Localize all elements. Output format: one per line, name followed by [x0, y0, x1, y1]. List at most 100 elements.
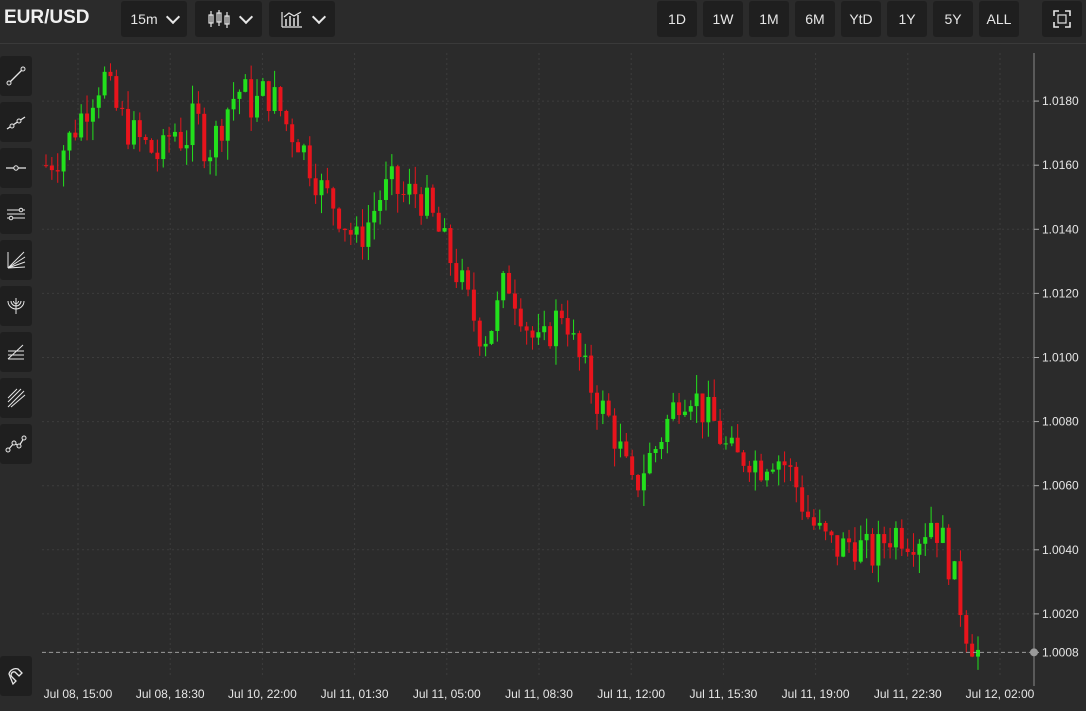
candle-body — [958, 561, 963, 616]
candle-body — [747, 465, 752, 473]
ray-tool[interactable] — [0, 102, 32, 142]
candle-body — [659, 442, 664, 450]
candle-body — [841, 538, 846, 557]
candle-body — [630, 456, 635, 475]
candle-body — [131, 120, 136, 145]
parallel-channel-icon — [7, 207, 25, 221]
candle-body — [442, 228, 447, 232]
candle-body — [266, 81, 271, 111]
candle-body — [794, 466, 799, 488]
y-tick-label: 1.0060 — [1042, 479, 1079, 493]
candle-body — [788, 465, 793, 467]
candle-body — [260, 81, 265, 96]
candle-body — [149, 140, 154, 153]
candle-body — [137, 120, 142, 138]
candle-body — [964, 615, 969, 644]
range-button-5y[interactable]: 5Y — [933, 1, 973, 37]
candle-body — [161, 135, 166, 160]
y-tick-label: 1.0008 — [1042, 645, 1079, 659]
range-button-ytd[interactable]: YtD — [841, 1, 881, 37]
range-button-6m[interactable]: 6M — [795, 1, 835, 37]
range-button-1m[interactable]: 1M — [749, 1, 789, 37]
ray-icon — [6, 116, 26, 130]
candle-body — [73, 132, 78, 138]
candle-body — [612, 415, 617, 449]
range-button-1w[interactable]: 1W — [703, 1, 743, 37]
fullscreen-button[interactable] — [1042, 1, 1082, 37]
candle-body — [817, 522, 822, 526]
chart-type-dropdown[interactable] — [195, 1, 262, 37]
candle-body — [718, 420, 723, 444]
candle-body — [700, 393, 705, 423]
candle-body — [114, 76, 119, 108]
y-tick-label: 1.0040 — [1042, 543, 1079, 557]
fibonacci-arcs-tool[interactable] — [0, 286, 32, 326]
x-tick-label: Jul 12, 02:00 — [966, 687, 1035, 701]
candle-body — [284, 110, 289, 125]
candlestick-chart[interactable]: 1.0008 1.0020 1.0040 1.0060 1.0080 1.0100 1.01… — [38, 45, 1086, 706]
candle-body — [976, 649, 980, 657]
y-tick-label: 1.0100 — [1042, 350, 1079, 364]
candle-body — [565, 318, 570, 335]
price-chart[interactable]: 1.0008 1.0020 1.0040 1.0060 1.0080 1.0100 1.01… — [38, 45, 1086, 711]
candle-body — [729, 437, 734, 444]
candle-body — [823, 522, 828, 532]
indicators-dropdown[interactable] — [269, 1, 335, 37]
magnet-tool[interactable] — [0, 656, 32, 696]
fibonacci-fan-tool[interactable] — [0, 240, 32, 280]
parallel-channel-tool[interactable] — [0, 194, 32, 234]
candle-body — [407, 183, 412, 195]
candle-body — [290, 124, 295, 143]
candle-body — [759, 460, 764, 481]
candle-body — [888, 543, 893, 548]
candle-body — [44, 165, 48, 167]
candle-body — [172, 131, 177, 137]
candle-body — [436, 212, 441, 232]
candle-body — [278, 87, 283, 111]
candle-body — [641, 473, 646, 491]
candle-body — [636, 474, 641, 491]
candle-body — [677, 402, 682, 416]
range-button-all[interactable]: ALL — [979, 1, 1019, 37]
y-tick-label: 1.0140 — [1042, 222, 1079, 236]
interval-dropdown[interactable]: 15m — [121, 1, 187, 37]
fibonacci-fan-icon — [7, 251, 26, 269]
drawing-tools-sidebar — [0, 44, 38, 706]
candle-body — [694, 393, 699, 407]
candle-body — [483, 343, 488, 347]
candle-body — [378, 199, 383, 211]
candle-body — [671, 402, 676, 419]
trend-line-tool[interactable] — [0, 56, 32, 96]
candle-body — [213, 125, 218, 158]
candle-body — [782, 461, 787, 466]
candle-body — [530, 330, 535, 338]
candle-body — [800, 487, 805, 512]
candle-body — [237, 91, 242, 99]
candle-body — [178, 131, 183, 149]
candle-body — [190, 103, 195, 146]
candle-body — [811, 517, 816, 526]
horizontal-line-tool[interactable] — [0, 148, 32, 188]
x-tick-label: Jul 11, 05:00 — [413, 687, 481, 701]
symbol-title: EUR/USD — [4, 7, 90, 28]
candle-body — [354, 226, 359, 235]
x-tick-label: Jul 08, 18:30 — [136, 687, 205, 701]
range-button-1y[interactable]: 1Y — [887, 1, 927, 37]
interval-label: 15m — [130, 11, 158, 27]
candle-body — [348, 230, 353, 235]
candle-body — [413, 183, 418, 195]
candle-body — [219, 125, 224, 141]
pitchfork-tool[interactable] — [0, 378, 32, 418]
candle-body — [501, 272, 506, 301]
candle-body — [876, 534, 881, 566]
y-tick-label: 1.0160 — [1042, 158, 1079, 172]
fibonacci-retracement-tool[interactable] — [0, 332, 32, 372]
candle-body — [864, 533, 869, 541]
candle-body — [542, 326, 547, 333]
candle-body — [952, 561, 957, 580]
candle-body — [184, 145, 189, 149]
candle-body — [946, 527, 951, 580]
x-tick-label: Jul 11, 22:30 — [874, 687, 942, 701]
range-button-1d[interactable]: 1D — [657, 1, 697, 37]
polyline-tool[interactable] — [0, 424, 32, 464]
